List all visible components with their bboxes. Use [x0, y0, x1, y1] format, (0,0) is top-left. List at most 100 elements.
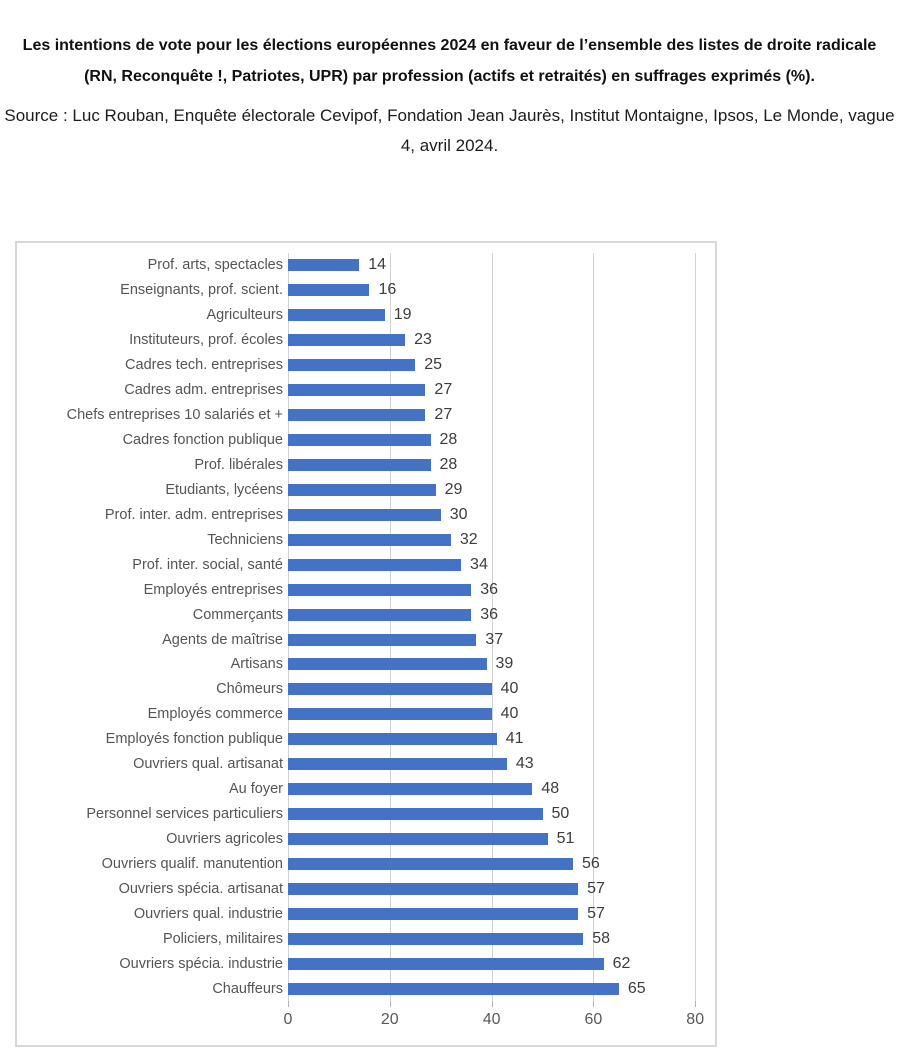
bar-row: Personnel services particuliers 50	[17, 802, 715, 827]
category-label: Instituteurs, prof. écoles	[129, 332, 283, 349]
axis-tick	[695, 1001, 697, 1007]
value-label: 34	[470, 555, 488, 573]
bar	[288, 583, 472, 596]
bar-cell: 14	[288, 253, 715, 278]
bar	[288, 384, 426, 397]
bar-row: Chefs entreprises 10 salariés et + 27	[17, 403, 715, 428]
bar-row: Cadres tech. entreprises 25	[17, 353, 715, 378]
category-label: Enseignants, prof. scient.	[120, 282, 283, 299]
category-label: Techniciens	[207, 531, 283, 548]
bar-row: Commerçants 36	[17, 602, 715, 627]
category-label: Ouvriers qualif. manutention	[101, 855, 283, 872]
category-label: Ouvriers agricoles	[166, 831, 283, 848]
bar-cell: 57	[288, 876, 715, 901]
bar-row: Employés fonction publique 41	[17, 727, 715, 752]
axis-tick	[593, 1001, 595, 1007]
bar-cell: 41	[288, 727, 715, 752]
bar-row: Chômeurs 40	[17, 677, 715, 702]
value-label: 36	[480, 605, 499, 623]
bar	[288, 483, 436, 496]
bar	[288, 409, 426, 422]
x-axis-tick-label: 80	[686, 1011, 705, 1028]
bar	[288, 882, 579, 895]
bar	[288, 309, 385, 322]
bar-row: Agents de maîtrise 37	[17, 627, 715, 652]
category-label: Ouvriers spécia. artisanat	[118, 880, 283, 897]
category-label: Prof. arts, spectacles	[147, 257, 283, 274]
bar-cell: 27	[288, 403, 715, 428]
bar	[288, 658, 487, 671]
bar	[288, 558, 462, 571]
gridline	[695, 253, 697, 1001]
bar	[288, 458, 431, 471]
bar	[288, 733, 497, 746]
value-label: 25	[424, 356, 443, 374]
bar	[288, 758, 507, 771]
bar	[288, 533, 451, 546]
bar-cell: 62	[288, 951, 715, 976]
value-label: 28	[439, 431, 458, 449]
value-label: 62	[612, 954, 631, 972]
gridline	[593, 253, 595, 1001]
bar-cell: 50	[288, 802, 715, 827]
bar-row: Ouvriers agricoles 51	[17, 827, 715, 852]
value-label: 57	[587, 904, 605, 922]
category-label: Artisans	[230, 656, 283, 673]
bar-row: Instituteurs, prof. écoles 23	[17, 328, 715, 353]
bar-row: Chauffeurs 65	[17, 976, 715, 1001]
bar	[288, 957, 604, 970]
bar-row: Techniciens 32	[17, 527, 715, 552]
category-label: Prof. libérales	[194, 456, 283, 473]
bar-cell: 28	[288, 428, 715, 453]
bar-cell: 27	[288, 378, 715, 403]
category-label: Personnel services particuliers	[86, 806, 283, 823]
plot-grid	[17, 253, 715, 1001]
category-label: Prof. inter. social, santé	[132, 556, 283, 573]
bar	[288, 434, 431, 447]
x-axis-tick-label: 20	[380, 1011, 399, 1028]
category-label: Employés entreprises	[143, 581, 283, 598]
value-label: 39	[495, 655, 514, 673]
value-label: 56	[582, 854, 600, 872]
bar	[288, 359, 416, 372]
bar	[288, 932, 584, 945]
bar-row: Ouvriers qual. artisanat 43	[17, 752, 715, 777]
bar-cell: 19	[288, 303, 715, 328]
bar-cell: 65	[288, 976, 715, 1001]
category-label: Cadres adm. entreprises	[124, 382, 283, 399]
value-label: 50	[551, 805, 570, 823]
bar-row: Cadres fonction publique 28	[17, 428, 715, 453]
bar-cell: 36	[288, 577, 715, 602]
bar	[288, 833, 548, 846]
bar-cell: 40	[288, 702, 715, 727]
bar-row: Artisans 39	[17, 652, 715, 677]
bar	[288, 907, 579, 920]
category-label: Employés fonction publique	[105, 731, 283, 748]
plot-rows: Prof. arts, spectacles 14 Enseignants, pro…	[17, 253, 715, 1001]
value-label: 30	[449, 505, 468, 523]
value-label: 41	[505, 730, 524, 748]
x-axis-tick-label: 60	[584, 1011, 603, 1028]
bar-cell: 32	[288, 527, 715, 552]
value-label: 29	[444, 480, 463, 498]
category-label: Prof. inter. adm. entreprises	[104, 506, 283, 523]
page-title: Les intentions de vote pour les élection…	[22, 37, 877, 85]
bar-cell: 16	[288, 278, 715, 303]
source-caption: Source : Luc Rouban, Enquête électorale …	[4, 106, 895, 155]
bar-chart: Prof. arts, spectacles 14 Enseignants, pro…	[15, 241, 717, 1047]
value-label: 65	[627, 979, 646, 997]
bar	[288, 783, 533, 796]
category-label: Etudiants, lycéens	[165, 481, 283, 498]
bar	[288, 708, 492, 721]
value-label: 14	[368, 256, 387, 274]
bar-cell: 29	[288, 477, 715, 502]
axis-tick	[389, 1001, 391, 1007]
value-label: 48	[541, 780, 560, 798]
value-label: 27	[434, 381, 453, 399]
bar-cell: 57	[288, 901, 715, 926]
bar	[288, 608, 472, 621]
bar	[288, 508, 441, 521]
bar-row: Cadres adm. entreprises 27	[17, 378, 715, 403]
bar-row: Employés entreprises 36	[17, 577, 715, 602]
gridline	[491, 253, 493, 1001]
